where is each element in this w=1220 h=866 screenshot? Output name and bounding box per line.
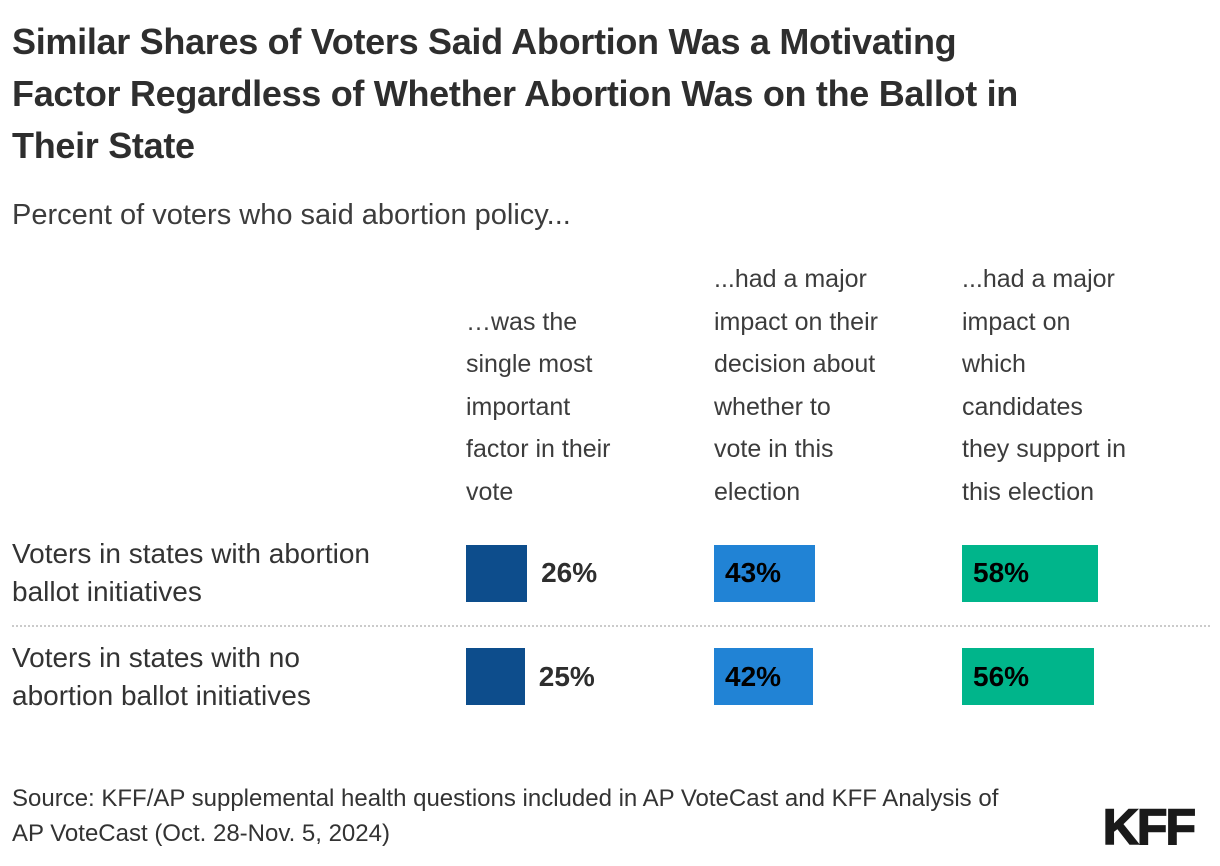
bar: [466, 544, 528, 602]
chart-subtitle: Percent of voters who said abortion poli…: [12, 199, 571, 232]
bar-cell: 58%: [962, 544, 1210, 602]
bar: [466, 648, 525, 706]
column-header-impact-whether-to-vote: ...had a major impact on their decision …: [714, 265, 878, 506]
bar: 42%: [714, 648, 813, 706]
bar-value-label: 43%: [725, 557, 782, 589]
chart-title: Similar Shares of Voters Said Abortion W…: [12, 21, 1018, 166]
row-label-column-spacer: [12, 513, 252, 523]
bar: 56%: [962, 648, 1094, 706]
bar: 58%: [962, 544, 1099, 602]
bar-value-label: 56%: [973, 660, 1030, 692]
kff-logo: KFF: [1102, 799, 1197, 855]
bar-cell: 25%: [466, 648, 714, 706]
column-header-single-most-important: …was the single most important factor in…: [466, 307, 611, 506]
bar: 43%: [714, 544, 816, 602]
row-label: Voters in states with no abortion ballot…: [12, 642, 311, 711]
bar-value-label: 26%: [541, 557, 598, 589]
bar-value-label: 42%: [725, 660, 782, 692]
table-row: Voters in states with abortion ballot in…: [12, 523, 1210, 625]
bar-value-label: 25%: [538, 660, 595, 692]
column-header-impact-which-candidates: ...had a major impact on which candidate…: [962, 265, 1126, 506]
source-note: Source: KFF/AP supplemental health quest…: [12, 785, 999, 848]
row-label: Voters in states with abortion ballot in…: [12, 538, 370, 608]
bar-cell: 42%: [714, 648, 962, 706]
chart-table: …was the single most important factor in…: [12, 258, 1210, 728]
chart-rows: Voters in states with abortion ballot in…: [12, 523, 1210, 728]
column-header-row: …was the single most important factor in…: [12, 258, 1210, 523]
bar-cell: 26%: [466, 544, 714, 602]
bar-value-label: 58%: [973, 557, 1030, 589]
table-row: Voters in states with no abortion ballot…: [12, 625, 1210, 729]
chart-footer: Source: KFF/AP supplemental health quest…: [12, 782, 1206, 852]
bar-cell: 56%: [962, 648, 1210, 706]
bar-cell: 43%: [714, 544, 962, 602]
